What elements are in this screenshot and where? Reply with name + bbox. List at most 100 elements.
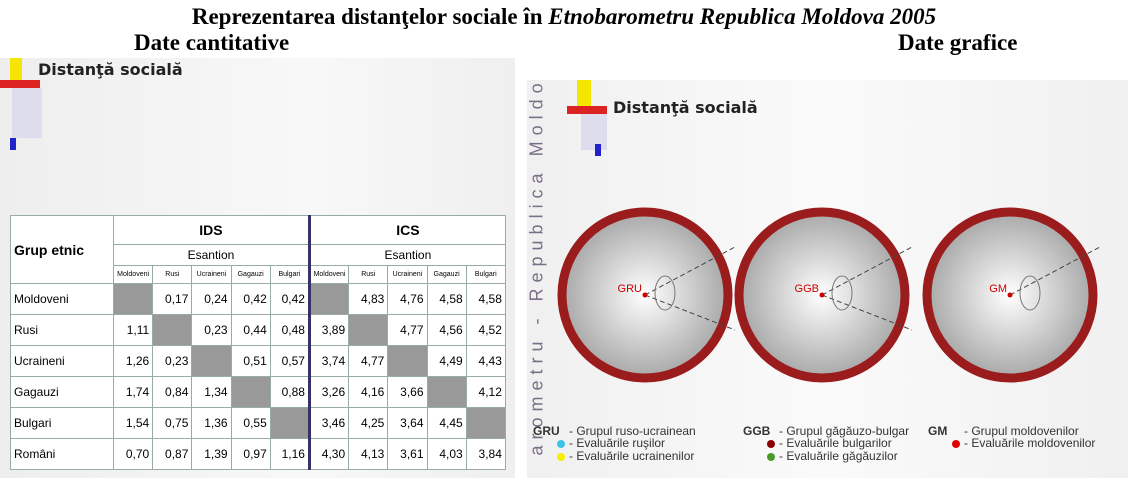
row-label: Moldoveni (11, 284, 114, 315)
legend-swatch (557, 440, 565, 448)
sample-header: Esantion (114, 245, 310, 266)
column-header: Bulgari (270, 266, 309, 284)
legend-item: - Evaluările ucrainenilor (569, 449, 694, 463)
table-cell: 4,77 (388, 315, 427, 346)
table-cell: 4,56 (427, 315, 466, 346)
table-cell (231, 377, 270, 408)
table-cell: 4,45 (427, 408, 466, 439)
column-header: Moldoveni (114, 266, 153, 284)
row-label: Bulgari (11, 408, 114, 439)
table-cell: 0,23 (153, 346, 192, 377)
slide-title: Distanţă socială (38, 60, 183, 79)
table-cell: 4,83 (349, 284, 388, 315)
table-cell: 4,77 (349, 346, 388, 377)
legend-item: - Evaluările moldovenilor (964, 436, 1095, 450)
table-cell (270, 408, 309, 439)
table-cell: 0,42 (231, 284, 270, 315)
table-cell: 3,64 (388, 408, 427, 439)
table-cell: 1,39 (192, 439, 231, 470)
legend: GRU- Grupul ruso-ucrainean- Evaluările r… (533, 424, 1128, 478)
column-header: Bulgari (466, 266, 505, 284)
legend-swatch (557, 453, 565, 461)
table-cell: 0,88 (270, 377, 309, 408)
table-cell: 4,43 (466, 346, 505, 377)
table-cell: 3,74 (309, 346, 348, 377)
circles: GRU GGB GM (527, 80, 1128, 478)
center-dot (643, 293, 648, 298)
table-cell: 4,49 (427, 346, 466, 377)
table-cell: 1,11 (114, 315, 153, 346)
table-cell (388, 346, 427, 377)
table-cell: 3,66 (388, 377, 427, 408)
table-cell: 4,76 (388, 284, 427, 315)
legend-code: GRU (533, 424, 560, 438)
table-cell: 0,51 (231, 346, 270, 377)
column-header: Ucraineni (192, 266, 231, 284)
table-cell: 4,12 (466, 377, 505, 408)
sample-header: Esantion (309, 245, 505, 266)
column-header: Rusi (153, 266, 192, 284)
table-cell: 3,89 (309, 315, 348, 346)
table-cell: 3,84 (466, 439, 505, 470)
legend-item: - Evaluările ruşilor (569, 436, 665, 450)
table-cell (466, 408, 505, 439)
table-cell: 0,23 (192, 315, 231, 346)
table-cell: 4,13 (349, 439, 388, 470)
table-cell: 4,16 (349, 377, 388, 408)
table-cell: 4,58 (427, 284, 466, 315)
column-header: Rusi (349, 266, 388, 284)
table-cell: 0,75 (153, 408, 192, 439)
table-cell: 0,57 (270, 346, 309, 377)
right-heading: Date grafice (898, 30, 1017, 56)
table-cell: 0,70 (114, 439, 153, 470)
center-dot (820, 293, 825, 298)
table-cell: 4,03 (427, 439, 466, 470)
table-cell (153, 315, 192, 346)
table-cell: 1,34 (192, 377, 231, 408)
title-main: Reprezentarea distanţelor sociale în (192, 4, 543, 29)
row-label: Ucraineni (11, 346, 114, 377)
legend-swatch (767, 453, 775, 461)
legend-item: - Evaluările găgăuzilor (779, 449, 898, 463)
row-label: Gagauzi (11, 377, 114, 408)
table-cell: 4,30 (309, 439, 348, 470)
table-cell (349, 315, 388, 346)
group-header: ICS (309, 216, 505, 245)
table-row: Ucraineni1,260,230,510,573,744,774,494,4… (11, 346, 506, 377)
row-label: Români (11, 439, 114, 470)
table-cell: 0,17 (153, 284, 192, 315)
table-cell: 0,97 (231, 439, 270, 470)
column-header: Ucraineni (388, 266, 427, 284)
table-cell: 3,46 (309, 408, 348, 439)
title-italic: Etnobarometru Republica Moldova 2005 (548, 4, 936, 29)
table-cell (114, 284, 153, 315)
table-cell: 1,54 (114, 408, 153, 439)
legend-code: GM (928, 424, 947, 438)
circle-label: GGB (795, 283, 819, 295)
page: Reprezentarea distanţelor sociale în Etn… (0, 0, 1128, 478)
table-cell: 0,48 (270, 315, 309, 346)
group-header: IDS (114, 216, 310, 245)
right-slide: arometru - Republica Moldova Distanţă so… (527, 80, 1128, 478)
table-cell: 0,84 (153, 377, 192, 408)
left-heading: Date cantitative (134, 30, 289, 56)
table-cell: 1,74 (114, 377, 153, 408)
table-cell (427, 377, 466, 408)
table-cell (309, 284, 348, 315)
column-header: Gagauzi (427, 266, 466, 284)
table-cell: 4,52 (466, 315, 505, 346)
circle-label: GRU (618, 283, 643, 295)
table-cell: 1,36 (192, 408, 231, 439)
table-cell: 0,44 (231, 315, 270, 346)
row-label: Rusi (11, 315, 114, 346)
table-cell: 0,24 (192, 284, 231, 315)
legend-swatch (952, 440, 960, 448)
